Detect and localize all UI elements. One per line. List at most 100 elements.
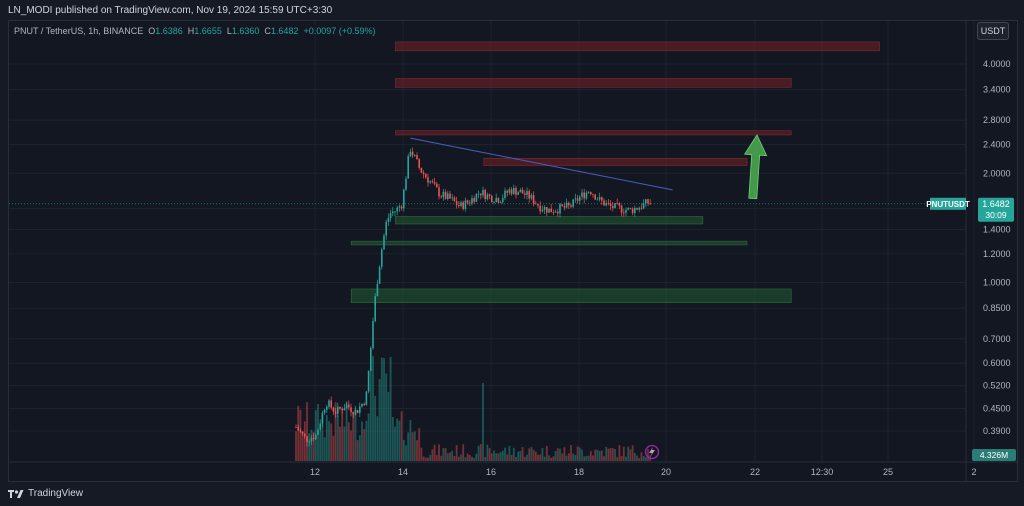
legend-symbol: PNUT / TetherUS, 1h, BINANCE bbox=[14, 26, 144, 36]
candle-body bbox=[636, 208, 638, 210]
candle-body bbox=[603, 200, 605, 206]
x-axis: 12 14 16 18 20 22 12:30 25 2 bbox=[310, 467, 977, 477]
chart-pane[interactable] bbox=[8, 20, 1018, 482]
volume-bar bbox=[552, 456, 555, 461]
volume-bar bbox=[332, 435, 335, 461]
volume-bar bbox=[495, 453, 498, 461]
tradingview-brand[interactable]: TradingView bbox=[8, 488, 83, 499]
volume-bar bbox=[420, 447, 423, 461]
y-axis: 4.00003.40002.80002.40002.00001.60001.40… bbox=[983, 59, 1011, 436]
volume-bar bbox=[611, 448, 614, 461]
candle-body bbox=[440, 196, 442, 198]
volume-bar bbox=[543, 456, 546, 461]
volume-bar bbox=[383, 358, 385, 461]
candle-body bbox=[623, 212, 625, 214]
candle-body bbox=[354, 410, 357, 415]
volume-bar bbox=[407, 432, 410, 461]
volume-bar bbox=[475, 453, 478, 461]
volume-bar bbox=[347, 422, 350, 461]
resistance-zone bbox=[395, 41, 880, 52]
y-tick-label: 4.0000 bbox=[983, 59, 1011, 69]
volume-bar bbox=[519, 451, 522, 461]
volume-bar bbox=[468, 454, 471, 461]
volume-bar bbox=[453, 456, 456, 461]
candle-body bbox=[640, 207, 643, 209]
volume-bar bbox=[618, 445, 621, 461]
candle-body bbox=[312, 437, 315, 440]
x-tick-label: 20 bbox=[661, 467, 671, 477]
candle-body bbox=[297, 427, 299, 431]
x-tick-label: 25 bbox=[883, 467, 893, 477]
candle-body bbox=[497, 197, 500, 203]
candle-body bbox=[442, 191, 445, 198]
candle-body bbox=[460, 202, 462, 207]
volume-bar bbox=[578, 447, 581, 461]
volume-bar bbox=[561, 453, 564, 461]
candle-body bbox=[537, 204, 539, 206]
volume-bar bbox=[334, 402, 337, 461]
volume-bar bbox=[372, 355, 374, 461]
x-tick-label: 12 bbox=[310, 467, 320, 477]
legend-l-label: L bbox=[226, 26, 232, 36]
publisher-text: LN_MODI published on TradingView.com, No… bbox=[8, 5, 333, 16]
volume-bar bbox=[374, 395, 377, 461]
volume-bar bbox=[449, 452, 451, 461]
volume-bar bbox=[444, 448, 447, 461]
volume-bar bbox=[328, 421, 330, 461]
volume-bar bbox=[484, 457, 487, 461]
volume-bar bbox=[321, 414, 324, 461]
volume-bar bbox=[605, 446, 608, 461]
candle-body bbox=[414, 155, 416, 156]
candle-body bbox=[427, 177, 429, 183]
legend-o-label: O bbox=[148, 26, 156, 36]
volume-bar bbox=[570, 445, 572, 461]
volume-bar bbox=[325, 415, 328, 461]
candle-body bbox=[530, 194, 533, 199]
candle-body bbox=[515, 187, 517, 195]
candle-body bbox=[528, 191, 530, 199]
candle-body bbox=[625, 209, 627, 213]
volume-bar bbox=[477, 445, 480, 461]
candle-body bbox=[345, 404, 348, 409]
candle-body bbox=[499, 202, 502, 203]
volume-bar bbox=[330, 423, 333, 461]
candle-body bbox=[517, 192, 519, 195]
candle-body bbox=[590, 192, 592, 195]
volume-bar bbox=[297, 405, 300, 461]
candle-body bbox=[592, 194, 594, 195]
legend-change: +0.0097 (+0.59%) bbox=[303, 26, 376, 36]
lightning-bolt bbox=[649, 447, 655, 457]
volume-bar bbox=[644, 457, 647, 461]
candle-body bbox=[367, 370, 370, 392]
volume-bar bbox=[361, 421, 363, 461]
volume-bar bbox=[504, 447, 506, 461]
volume-bar bbox=[559, 448, 561, 461]
currency-button[interactable]: USDT bbox=[977, 22, 1009, 40]
candle-body bbox=[552, 212, 555, 213]
candle-body bbox=[387, 218, 390, 222]
candle-body bbox=[328, 400, 330, 407]
support-zone bbox=[350, 288, 792, 304]
volume-bar bbox=[506, 454, 509, 461]
volume-bar bbox=[497, 453, 500, 461]
volume-bar bbox=[402, 440, 405, 461]
candle-body bbox=[352, 412, 354, 415]
y-tick-label: 1.0000 bbox=[983, 278, 1011, 288]
resistance-zone bbox=[483, 157, 748, 166]
candle-body bbox=[319, 423, 321, 430]
volume-bar bbox=[486, 444, 489, 461]
candle-body bbox=[464, 200, 467, 209]
candle-body bbox=[491, 195, 493, 203]
volume-bar bbox=[572, 453, 575, 461]
volume-bar bbox=[638, 457, 641, 461]
volume-bar bbox=[629, 449, 632, 461]
candle-body bbox=[585, 192, 588, 199]
support-zone bbox=[395, 216, 704, 225]
y-tick-label: 0.7000 bbox=[983, 334, 1011, 344]
zones bbox=[350, 41, 880, 304]
candle-body bbox=[570, 205, 572, 207]
volume-bar bbox=[471, 456, 473, 461]
y-tick-label: 2.4000 bbox=[983, 140, 1011, 150]
candle-body bbox=[609, 203, 612, 206]
